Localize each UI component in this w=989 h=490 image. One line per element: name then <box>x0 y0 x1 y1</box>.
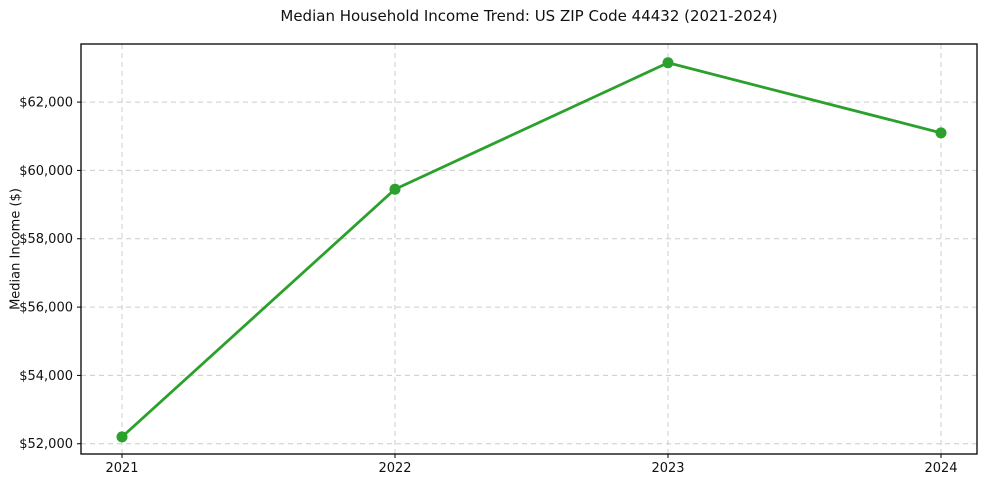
y-tick-label: $62,000 <box>19 96 73 111</box>
y-tick-label: $56,000 <box>19 301 73 316</box>
x-tick-label: 2021 <box>105 461 138 476</box>
x-tick-label: 2023 <box>651 461 684 476</box>
y-tick-label: $52,000 <box>19 437 73 452</box>
income-trend-line <box>120 61 943 439</box>
y-tick-label: $54,000 <box>19 369 73 384</box>
y-tick-label: $60,000 <box>19 164 73 179</box>
x-tick-label: 2024 <box>924 461 957 476</box>
data-point-marker <box>935 127 947 139</box>
data-point-marker <box>116 431 128 443</box>
data-point-marker <box>662 57 674 69</box>
y-tick-label: $58,000 <box>19 232 73 247</box>
chart-title: Median Household Income Trend: US ZIP Co… <box>280 7 778 25</box>
data-point-marker <box>389 183 401 195</box>
plot-border <box>80 43 978 455</box>
x-tick-label: 2022 <box>378 461 411 476</box>
